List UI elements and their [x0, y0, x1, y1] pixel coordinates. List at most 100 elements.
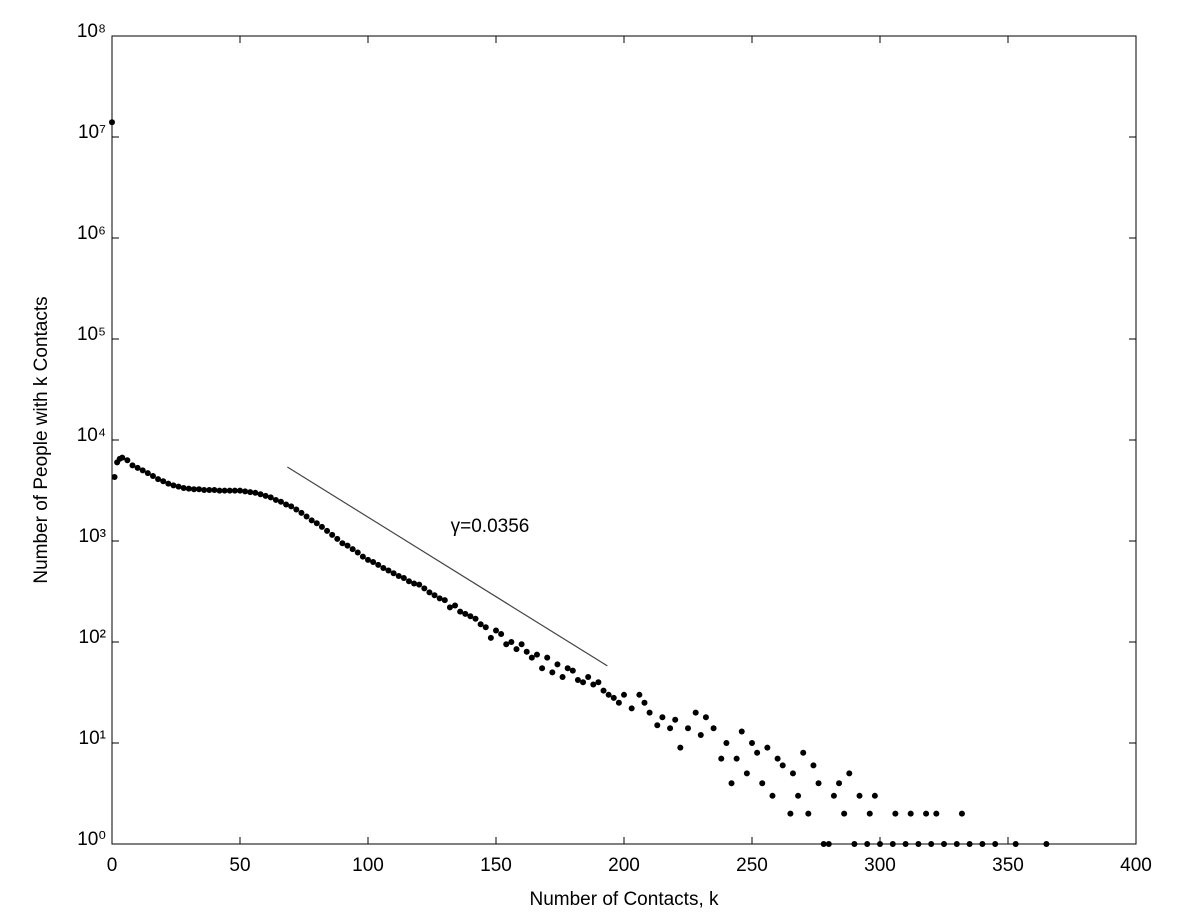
- annotation: γ=0.0356: [451, 516, 530, 537]
- data-point: [124, 457, 131, 464]
- x-tick-label: 350: [992, 855, 1024, 876]
- data-point: [334, 535, 341, 542]
- x-tick-label: 50: [229, 855, 250, 876]
- data-point: [953, 841, 960, 847]
- data-point: [231, 487, 238, 494]
- data-point: [528, 654, 535, 661]
- data-point: [902, 841, 909, 847]
- data-point: [779, 762, 786, 769]
- data-point: [749, 740, 755, 746]
- y-tick-label: 10⁷: [78, 122, 106, 143]
- data-point: [149, 473, 156, 480]
- data-point: [329, 531, 336, 538]
- data-point: [175, 483, 182, 490]
- data-point: [339, 540, 346, 547]
- data-point: [559, 674, 566, 681]
- data-point: [324, 527, 331, 534]
- data-point: [303, 513, 310, 520]
- y-tick-label: 10⁸: [77, 21, 106, 42]
- x-tick-label: 0: [107, 855, 118, 876]
- data-point: [201, 486, 208, 493]
- data-point: [966, 841, 973, 847]
- data-point: [518, 641, 525, 648]
- data-point: [1012, 841, 1019, 847]
- x-tick-label: 100: [352, 855, 384, 876]
- data-point: [211, 486, 218, 493]
- data-point: [754, 749, 761, 756]
- data-point: [738, 728, 745, 735]
- data-point: [889, 841, 896, 847]
- data-point: [580, 679, 587, 686]
- data-point: [769, 792, 776, 799]
- data-point: [354, 549, 361, 556]
- data-point: [134, 464, 141, 471]
- data-point: [431, 592, 438, 599]
- plot-frame: [111, 35, 1137, 845]
- data-point: [390, 570, 397, 577]
- data-point: [764, 744, 771, 751]
- data-point: [252, 489, 259, 496]
- data-point: [958, 810, 965, 817]
- data-point: [866, 810, 873, 817]
- data-point: [941, 841, 947, 847]
- data-point: [915, 841, 922, 847]
- data-point: [815, 780, 822, 787]
- data-point: [185, 485, 192, 492]
- data-point: [923, 810, 930, 817]
- data-point: [641, 699, 648, 706]
- x-tick-label: 400: [1120, 855, 1152, 876]
- data-point: [892, 810, 899, 817]
- data-point: [457, 608, 464, 615]
- data-point: [262, 492, 269, 499]
- data-point: [288, 503, 295, 510]
- data-point: [933, 810, 940, 817]
- data-point: [825, 841, 832, 847]
- data-point: [308, 517, 315, 524]
- y-tick-label: 10⁰: [77, 829, 106, 850]
- data-point: [170, 482, 177, 489]
- data-point: [111, 474, 118, 481]
- y-tick-label: 10²: [79, 627, 106, 648]
- data-point: [318, 523, 325, 530]
- data-point: [370, 558, 377, 565]
- data-point: [129, 462, 136, 469]
- y-tick-label: 10³: [79, 526, 106, 547]
- data-point: [533, 651, 540, 658]
- data-point: [380, 565, 387, 572]
- data-point: [472, 615, 479, 622]
- data-point: [375, 561, 382, 568]
- data-point: [416, 581, 423, 588]
- data-point: [805, 810, 812, 817]
- x-tick-label: 150: [480, 855, 512, 876]
- data-point: [277, 498, 284, 505]
- data-point: [759, 780, 766, 787]
- data-point: [590, 681, 597, 688]
- data-point: [610, 694, 617, 701]
- data-point: [710, 725, 717, 732]
- data-point: [544, 654, 551, 661]
- data-point: [359, 553, 366, 560]
- data-point: [482, 624, 489, 631]
- data-point: [615, 699, 622, 706]
- data-point: [621, 691, 627, 698]
- data-point: [446, 604, 453, 611]
- data-point: [395, 573, 402, 580]
- data-point: [190, 486, 197, 493]
- data-point: [697, 732, 704, 739]
- data-point: [549, 669, 556, 676]
- data-point: [237, 487, 243, 494]
- y-axis-label: Number of People with k Contacts: [31, 296, 52, 583]
- data-point: [119, 454, 126, 461]
- data-point: [743, 770, 750, 777]
- data-point: [257, 491, 264, 498]
- data-point: [574, 677, 581, 684]
- y-tick-label: 10⁶: [77, 223, 106, 244]
- data-point: [283, 501, 290, 508]
- data-point: [692, 709, 699, 716]
- data-point: [836, 780, 843, 787]
- data-point: [800, 749, 807, 756]
- data-point: [467, 613, 474, 620]
- x-tick-label: 200: [608, 855, 640, 876]
- data-point: [242, 488, 249, 495]
